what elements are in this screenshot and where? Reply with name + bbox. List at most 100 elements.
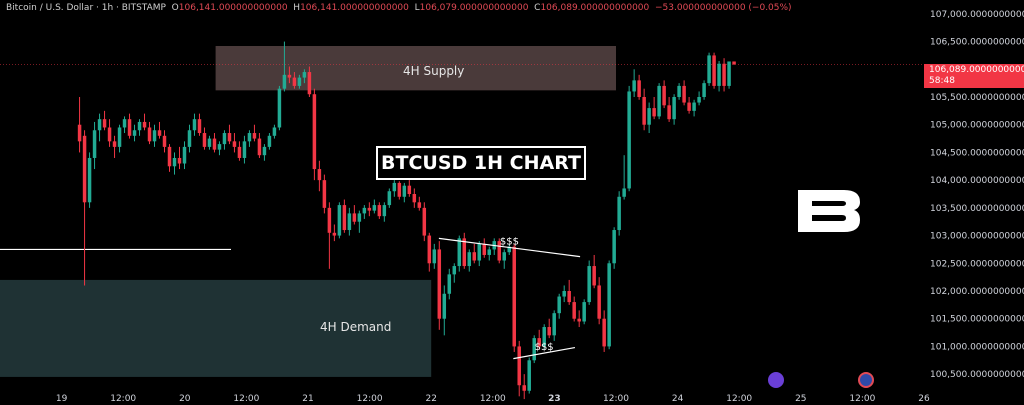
candle-down — [232, 141, 237, 147]
candle-up — [647, 108, 651, 125]
candle-up — [387, 191, 392, 206]
candle-up — [677, 85, 681, 97]
candle-up — [697, 97, 701, 103]
candle-down — [517, 346, 521, 386]
liquidity-label: $$$ — [535, 342, 554, 353]
candle-up — [372, 205, 377, 211]
candle-down — [642, 97, 646, 125]
candle-up — [657, 85, 661, 117]
time-tick-label: 12:00 — [480, 394, 506, 404]
bar-countdown: 58:48 — [929, 76, 955, 86]
price-tick-label: 103,500.000000000000 — [930, 204, 1024, 214]
price-tick-label: 100,500.000000000000 — [930, 370, 1024, 380]
candle-down — [212, 138, 217, 150]
candle-up — [272, 127, 277, 136]
us-flag-event-icon[interactable] — [858, 372, 874, 388]
candle-down — [287, 74, 292, 78]
time-tick-label: 19 — [56, 394, 68, 404]
candle-up — [507, 246, 511, 253]
chart-title: BTCUSD 1H CHART — [376, 146, 586, 180]
candle-down — [377, 205, 382, 217]
candle-up — [582, 302, 586, 322]
candle-down — [147, 127, 152, 142]
candle-up — [692, 102, 696, 111]
price-tick-label: 107,000.000000000000 — [930, 10, 1024, 20]
candle-up — [222, 133, 227, 145]
candle-down — [572, 302, 576, 319]
candle-down — [407, 185, 412, 194]
low-label: L — [414, 3, 420, 13]
change-value: −53.000000000000 (−0.05%) — [654, 3, 792, 13]
time-tick-label: 25 — [795, 394, 806, 404]
candle-down — [577, 318, 581, 322]
demand-zone-label: 4H Demand — [320, 320, 392, 334]
close-value: 106,089.000000000000 — [540, 3, 650, 13]
open-label: O — [171, 3, 179, 13]
candle-down — [77, 124, 82, 142]
candle-up — [347, 213, 352, 231]
candle-down — [107, 127, 112, 142]
candle-up — [402, 185, 407, 197]
high-label: H — [293, 3, 301, 13]
time-tick-label: 23 — [548, 394, 561, 404]
candle-up — [562, 291, 566, 297]
time-tick-label: 20 — [179, 394, 191, 404]
candle-down — [602, 318, 606, 347]
candle-up — [207, 138, 212, 147]
candle-down — [112, 141, 117, 147]
legend-header: Bitcoin / U.S. Dollar · 1h · BITSTAMP O 1… — [6, 3, 792, 13]
candle-down — [417, 202, 422, 208]
candle-up — [587, 266, 591, 303]
candle-down — [102, 119, 107, 128]
candle-down — [427, 235, 432, 264]
candle-down — [82, 135, 87, 203]
candle-down — [687, 102, 691, 111]
lightning-event-icon[interactable] — [768, 372, 784, 388]
candle-down — [592, 266, 596, 286]
candle-up — [442, 293, 447, 319]
candle-up — [187, 130, 192, 147]
candle-up — [92, 130, 97, 158]
candle-down — [712, 55, 716, 86]
candle-down — [512, 246, 516, 347]
candle-up — [382, 205, 387, 217]
candle-up — [467, 252, 472, 267]
candle-down — [482, 243, 487, 255]
price-tick-label: 103,000.000000000000 — [930, 232, 1024, 242]
liquidity-trendline — [438, 237, 581, 258]
candle-up — [532, 338, 536, 361]
symbol-label[interactable]: Bitcoin / U.S. Dollar · 1h · BITSTAMP — [6, 3, 166, 13]
candle-up — [617, 196, 621, 231]
candle-up — [607, 263, 611, 347]
price-axis[interactable]: 107,000.000000000000 106,500.000000000000… — [924, 0, 1024, 405]
candle-down — [367, 207, 372, 211]
time-tick-label: 12:00 — [726, 394, 752, 404]
candle-up — [192, 119, 197, 131]
candle-up — [392, 182, 397, 192]
candle-down — [342, 205, 347, 231]
price-tick-label: 102,500.000000000000 — [930, 259, 1024, 269]
candle-down — [157, 130, 162, 136]
candle-up — [247, 133, 252, 142]
candle-up — [457, 238, 462, 267]
time-axis[interactable]: 19 12:00 20 12:00 21 12:00 22 12:00 23 12:00 24 12:… — [56, 394, 930, 404]
candle-up — [357, 213, 362, 222]
current-price-value: 106,089.000000000000 — [929, 65, 1024, 75]
time-tick-label: 21 — [302, 394, 313, 404]
candle-down — [522, 385, 526, 391]
candle-down — [307, 72, 312, 95]
candle-down — [437, 249, 442, 319]
level-lines-layer — [0, 64, 924, 251]
candle-up — [87, 157, 92, 203]
candle-up — [152, 130, 157, 142]
price-tick-label: 104,500.000000000000 — [930, 148, 1024, 158]
candle-up — [297, 77, 302, 86]
candle-down — [682, 85, 686, 103]
supply-zone-label: 4H Supply — [403, 64, 465, 78]
candle-down — [497, 241, 501, 261]
price-tick-label: 102,000.000000000000 — [930, 287, 1024, 297]
candle-up — [447, 274, 452, 294]
zones-layer — [0, 46, 616, 377]
demand-zone — [0, 279, 432, 377]
